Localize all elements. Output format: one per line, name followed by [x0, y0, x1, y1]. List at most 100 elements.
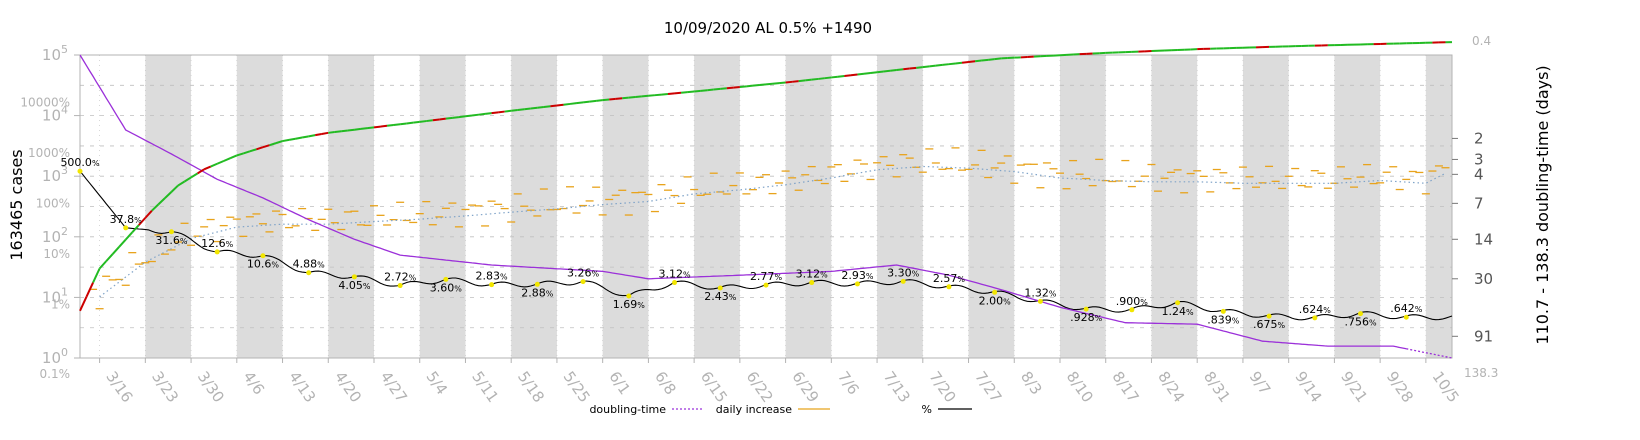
- cases-segment: [576, 101, 584, 105]
- percent-marker: [1037, 298, 1043, 304]
- cases-segment: [243, 150, 251, 155]
- percent-annotation-unit: %: [1140, 298, 1148, 307]
- x-tick-label: 7/20: [926, 368, 960, 406]
- right-axis-ticks: 2 34 7 14 30 91 0.4 138.3: [1452, 34, 1498, 380]
- y-tick-cases-base: 10: [42, 46, 61, 64]
- cases-segment: [282, 138, 290, 143]
- cases-segment: [772, 82, 780, 85]
- x-tick-label: 6/8: [651, 368, 680, 398]
- cases-segment: [654, 93, 662, 97]
- percent-marker: [1266, 313, 1272, 319]
- percent-marker: [900, 278, 906, 284]
- cases-segment: [641, 94, 649, 98]
- cases-segment: [844, 74, 852, 77]
- right-tick-doubling: 91: [1474, 327, 1493, 345]
- cases-segment: [974, 59, 982, 63]
- cases-segment: [700, 89, 708, 92]
- percent-annotation-unit: %: [637, 301, 645, 310]
- week-bands: [145, 55, 1452, 358]
- cases-segment: [942, 63, 950, 66]
- percent-marker: [1129, 307, 1135, 313]
- cases-segment: [785, 80, 793, 84]
- y-tick-cases-base: 10: [42, 288, 61, 306]
- cases-segment: [876, 70, 884, 74]
- cases-segment: [151, 203, 160, 212]
- x-tick-label: 8/3: [1017, 368, 1046, 398]
- right-tick-doubling: 14: [1474, 230, 1493, 248]
- cases-segment: [883, 69, 891, 73]
- cases-segment: [896, 68, 904, 72]
- percent-marker: [1312, 315, 1318, 321]
- percent-marker: [1358, 311, 1364, 317]
- cases-segment: [948, 62, 956, 66]
- cases-segment: [935, 63, 943, 67]
- cases-segment: [341, 129, 348, 133]
- cases-segment: [922, 65, 930, 69]
- percent-annotation-value: 2.72: [384, 271, 409, 284]
- week-band: [236, 55, 283, 358]
- cases-segment: [602, 98, 610, 102]
- percent-annotation: 2.77%: [750, 270, 783, 283]
- plot-border: [79, 54, 1453, 359]
- cases-segment: [850, 73, 858, 77]
- cases-segment: [765, 82, 773, 86]
- cases-segment: [439, 117, 446, 121]
- percent-annotation-value: 2.00: [979, 294, 1004, 307]
- percent-marker: [489, 282, 495, 288]
- cases-segment: [301, 135, 309, 139]
- x-tick-label: 5/25: [560, 368, 594, 406]
- cases-segment: [746, 84, 754, 88]
- cases-segment: [256, 146, 264, 151]
- percent-annotation-unit: %: [409, 274, 417, 283]
- cases-segment: [648, 94, 656, 97]
- percent-annotation-unit: %: [729, 293, 737, 302]
- percent-marker: [351, 274, 357, 280]
- cases-segment: [131, 224, 140, 234]
- percent-annotation-value: .839: [1207, 313, 1232, 326]
- cases-segment: [609, 97, 616, 101]
- percent-annotation-value: 1.69: [613, 298, 638, 311]
- cases-segment: [569, 102, 577, 105]
- cases-segment: [216, 160, 225, 165]
- percent-annotation-unit: %: [1186, 308, 1194, 317]
- percent-annotation: .642%: [1390, 302, 1423, 315]
- percent-annotation-value: 2.88: [521, 286, 546, 299]
- cases-segment: [111, 246, 120, 255]
- percent-annotation: 2.88%: [521, 286, 554, 299]
- percent-annotation-unit: %: [180, 237, 188, 246]
- x-tick-label: 4/20: [331, 368, 365, 406]
- cases-segment: [144, 209, 153, 219]
- percent-marker: [260, 253, 266, 259]
- cases-segment: [517, 108, 525, 112]
- cases-segment: [994, 57, 1002, 61]
- cases-segment: [393, 123, 401, 127]
- y-tick-cases-base: 10: [42, 167, 61, 185]
- y-tick-cases-base: 10: [42, 228, 61, 246]
- cases-segment: [471, 113, 479, 117]
- percent-annotation: 3.60%: [430, 281, 463, 294]
- percent-annotation-value: 1.32: [1024, 286, 1049, 299]
- percent-annotation-unit: %: [866, 272, 874, 281]
- cases-segment: [164, 191, 173, 199]
- percent-annotation-unit: %: [683, 271, 691, 280]
- percent-annotation: 2.00%: [979, 294, 1012, 307]
- percent-annotation: 3.12%: [796, 268, 829, 281]
- percent-annotation-value: 12.6: [201, 237, 226, 250]
- percent-marker: [214, 249, 220, 255]
- percent-annotation: 2.93%: [841, 269, 874, 282]
- percent-annotation: .675%: [1253, 318, 1286, 331]
- percent-annotation-value: .928: [1070, 311, 1095, 324]
- cases-segment: [413, 120, 420, 124]
- cases-segment: [726, 86, 734, 90]
- percent-annotation-unit: %: [226, 240, 234, 249]
- cases-segment: [269, 142, 277, 147]
- percent-annotation-unit: %: [820, 271, 828, 280]
- percent-annotation: 4.05%: [338, 279, 371, 292]
- cases-segment: [328, 131, 335, 134]
- percent-annotation-unit: %: [500, 273, 508, 282]
- percent-annotation-value: 4.05: [338, 279, 363, 292]
- cases-segment: [236, 152, 244, 157]
- y-tick-cases: 105: [42, 43, 68, 64]
- percent-annotation: 1.32%: [1024, 286, 1057, 299]
- cases-segment: [315, 133, 322, 137]
